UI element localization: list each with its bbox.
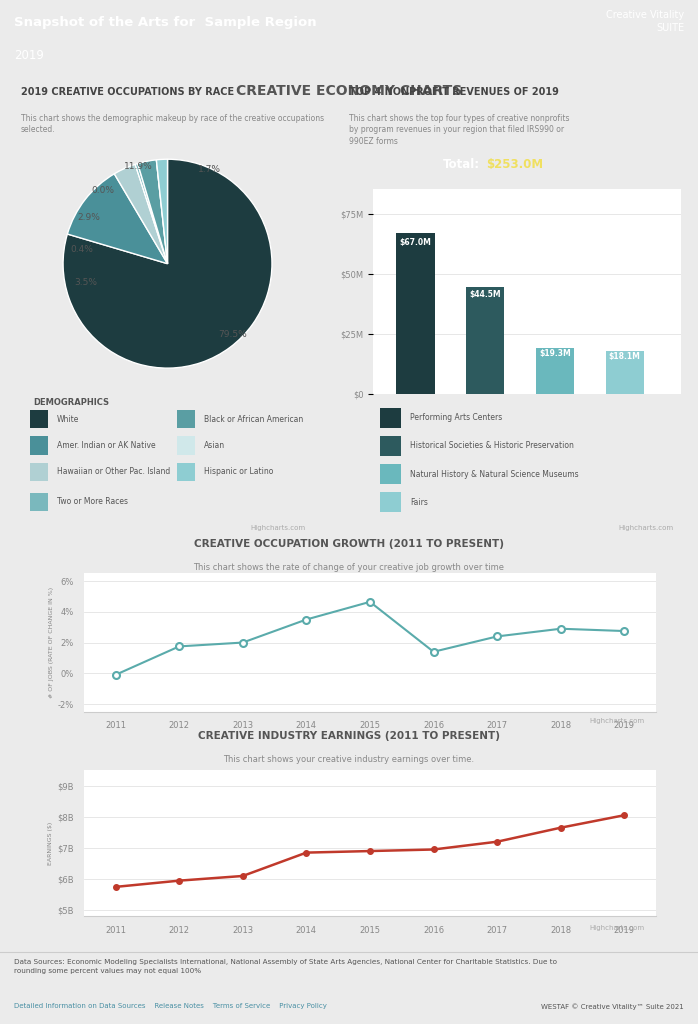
Bar: [30, 493, 48, 511]
Bar: [30, 410, 48, 428]
Text: Two or More Races: Two or More Races: [57, 498, 128, 506]
Text: Highcharts.com: Highcharts.com: [251, 525, 306, 531]
Bar: [30, 436, 48, 455]
Text: 2.9%: 2.9%: [77, 213, 101, 222]
Bar: [606, 350, 644, 394]
Text: 1.7%: 1.7%: [198, 165, 221, 174]
Bar: [466, 287, 504, 394]
Text: Highcharts.com: Highcharts.com: [589, 925, 644, 931]
Wedge shape: [68, 174, 168, 264]
Text: WESTAF © Creative Vitality™ Suite 2021: WESTAF © Creative Vitality™ Suite 2021: [541, 1004, 684, 1010]
Text: 2019: 2019: [14, 49, 44, 61]
Text: 11.9%: 11.9%: [124, 162, 153, 171]
Text: Highcharts.com: Highcharts.com: [619, 525, 674, 531]
Bar: [536, 348, 574, 394]
Text: $253.0M: $253.0M: [487, 159, 543, 171]
Wedge shape: [114, 165, 168, 264]
Bar: [380, 464, 401, 484]
Text: 0.4%: 0.4%: [70, 245, 94, 254]
Text: White: White: [57, 415, 80, 424]
Text: This chart shows the top four types of creative nonprofits
by program revenues i: This chart shows the top four types of c…: [349, 114, 570, 146]
Text: This chart shows your creative industry earnings over time.: This chart shows your creative industry …: [223, 756, 475, 764]
Text: Hispanic or Latino: Hispanic or Latino: [204, 467, 274, 476]
Wedge shape: [135, 164, 168, 264]
Text: $18.1M: $18.1M: [609, 352, 641, 360]
Text: Performing Arts Centers: Performing Arts Centers: [410, 413, 503, 422]
Text: Detailed Information on Data Sources    Release Notes    Terms of Service    Pri: Detailed Information on Data Sources Rel…: [14, 1004, 327, 1010]
Text: Asian: Asian: [204, 441, 225, 450]
Text: CREATIVE INDUSTRY EARNINGS (2011 TO PRESENT): CREATIVE INDUSTRY EARNINGS (2011 TO PRES…: [198, 731, 500, 741]
Text: Amer. Indian or AK Native: Amer. Indian or AK Native: [57, 441, 156, 450]
Text: 0.0%: 0.0%: [91, 186, 114, 195]
Wedge shape: [156, 160, 168, 264]
Bar: [380, 436, 401, 456]
Text: $19.3M: $19.3M: [539, 349, 571, 358]
Text: TOP 4 NONPROFIT REVENUES OF 2019: TOP 4 NONPROFIT REVENUES OF 2019: [349, 87, 559, 97]
Wedge shape: [63, 160, 272, 368]
Wedge shape: [138, 160, 168, 264]
Y-axis label: EARNINGS ($): EARNINGS ($): [48, 821, 53, 865]
Wedge shape: [156, 160, 168, 264]
Text: 2019 CREATIVE OCCUPATIONS BY RACE: 2019 CREATIVE OCCUPATIONS BY RACE: [21, 87, 234, 97]
Text: Black or African American: Black or African American: [204, 415, 303, 424]
Text: Snapshot of the Arts for  Sample Region: Snapshot of the Arts for Sample Region: [14, 16, 317, 29]
Text: Total:: Total:: [443, 159, 480, 171]
Bar: [177, 436, 195, 455]
Bar: [177, 463, 195, 481]
Text: This chart shows the rate of change of your creative job growth over time: This chart shows the rate of change of y…: [193, 563, 505, 571]
Y-axis label: # OF JOBS (RATE OF CHANGE IN %): # OF JOBS (RATE OF CHANGE IN %): [49, 587, 54, 698]
Text: CREATIVE OCCUPATION GROWTH (2011 TO PRESENT): CREATIVE OCCUPATION GROWTH (2011 TO PRES…: [194, 539, 504, 549]
Text: $67.0M: $67.0M: [399, 238, 431, 247]
Text: Creative Vitality
SUITE: Creative Vitality SUITE: [606, 10, 684, 34]
Text: Hawaiian or Other Pac. Island: Hawaiian or Other Pac. Island: [57, 467, 170, 476]
Text: 3.5%: 3.5%: [75, 278, 98, 287]
Bar: [396, 232, 434, 394]
Bar: [380, 408, 401, 428]
Text: DEMOGRAPHICS: DEMOGRAPHICS: [33, 398, 109, 408]
Text: Fairs: Fairs: [410, 498, 428, 507]
Bar: [177, 410, 195, 428]
Bar: [380, 493, 401, 512]
Text: Natural History & Natural Science Museums: Natural History & Natural Science Museum…: [410, 470, 579, 478]
Text: Historical Societies & Historic Preservation: Historical Societies & Historic Preserva…: [410, 441, 574, 451]
Text: Highcharts.com: Highcharts.com: [589, 718, 644, 724]
Text: This chart shows the demographic makeup by race of the creative occupations
sele: This chart shows the demographic makeup …: [21, 114, 324, 134]
Text: Data Sources: Economic Modeling Specialists International, National Assembly of : Data Sources: Economic Modeling Speciali…: [14, 959, 557, 974]
Text: 79.5%: 79.5%: [218, 330, 246, 339]
Bar: [30, 463, 48, 481]
Text: $44.5M: $44.5M: [469, 290, 501, 299]
Text: CREATIVE ECONOMY CHARTS: CREATIVE ECONOMY CHARTS: [236, 84, 462, 97]
